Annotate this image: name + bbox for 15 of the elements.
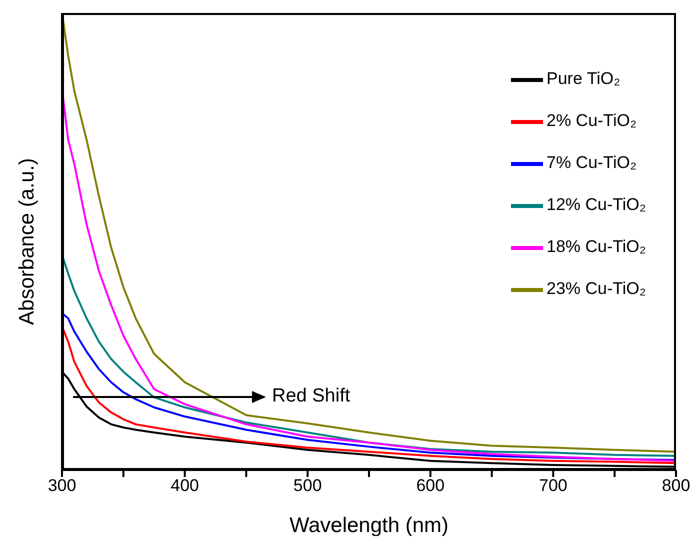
y-axis-title: Absorbance (a.u.) — [15, 158, 38, 325]
x-tick-label: 600 — [416, 476, 445, 496]
x-tick-label: 400 — [170, 476, 199, 496]
legend-label: 12% Cu-TiO₂ — [546, 195, 646, 214]
legend-label: 23% Cu-TiO₂ — [546, 279, 646, 298]
annotation: Red Shift — [272, 386, 351, 406]
x-tick-label: 500 — [293, 476, 322, 496]
x-tick-label: 800 — [662, 476, 690, 496]
x-axis-title: Wavelength (nm) — [289, 514, 449, 537]
x-tick-label: 700 — [539, 476, 568, 496]
legend-label: 2% Cu-TiO₂ — [546, 111, 637, 130]
legend-label: Pure TiO₂ — [546, 69, 620, 88]
x-tick-label: 300 — [48, 476, 76, 496]
legend-label: 7% Cu-TiO₂ — [546, 153, 637, 172]
legend-label: 18% Cu-TiO₂ — [546, 237, 646, 256]
